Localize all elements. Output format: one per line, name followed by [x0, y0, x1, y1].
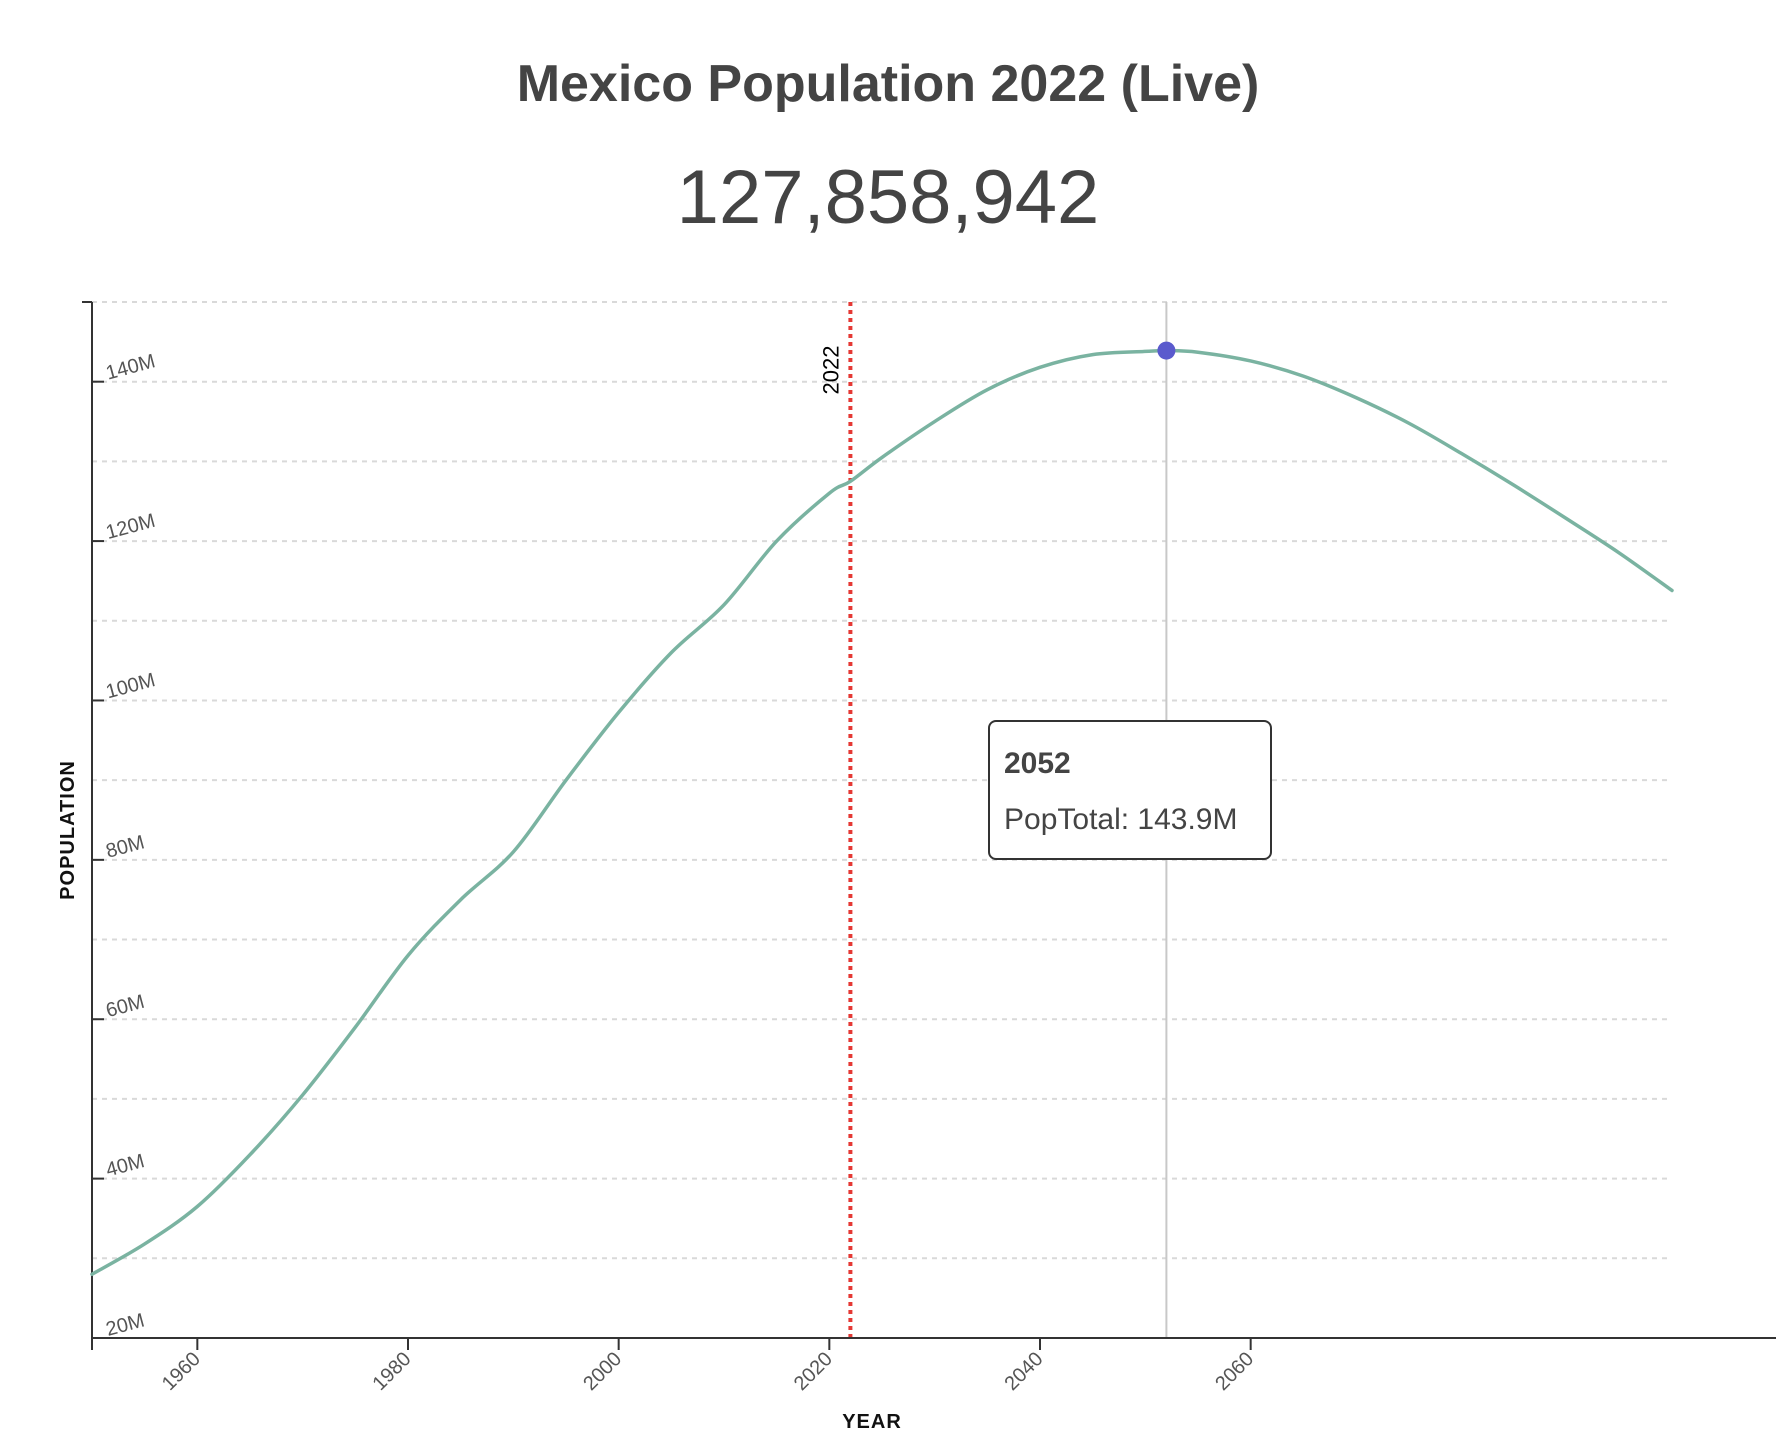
y-tick-label: 100M: [104, 669, 158, 703]
x-axis-title: YEAR: [842, 1411, 902, 1433]
axis-layer: [82, 301, 1776, 1350]
tooltip-year: 2052: [1004, 747, 1071, 780]
tooltip-label: PopTotal: [1004, 803, 1121, 836]
x-tick-label: 1960: [158, 1348, 205, 1395]
live-population-counter: 127,858,942: [676, 155, 1100, 240]
series-layer: [90, 341, 1674, 1276]
series-line-poptotal: [90, 348, 1674, 1276]
label-layer: 2022 20M 40M 60M 80M 100M 120M 140M 1960 1980 2000…: [57, 346, 1258, 1433]
x-tick-label: 2040: [1001, 1348, 1048, 1395]
chart-title: Mexico Population 2022 (Live): [516, 55, 1260, 113]
tooltip-amount: 143.9M: [1137, 803, 1238, 836]
x-tick-label: 2000: [579, 1348, 626, 1395]
hover-tooltip: 2052 PopTotal: 143.9M: [988, 720, 1272, 860]
x-tick-label: 1980: [369, 1348, 416, 1395]
y-tick-label: 120M: [104, 510, 158, 544]
y-axis-title: POPULATION: [57, 760, 79, 900]
tooltip-value: PopTotal: 143.9M: [1004, 803, 1238, 836]
y-tick-label: 80M: [104, 831, 147, 862]
x-tick-label: 2060: [1211, 1348, 1258, 1395]
y-tick-label: 60M: [104, 991, 147, 1022]
y-tick-label: 20M: [104, 1310, 147, 1341]
highlight-marker[interactable]: [1157, 341, 1176, 360]
x-tick-label: 2020: [790, 1348, 837, 1395]
current-year-label: 2022: [818, 346, 843, 395]
y-tick-label: 40M: [104, 1150, 147, 1181]
grid-layer: [92, 301, 1672, 1260]
y-tick-label: 140M: [104, 350, 158, 384]
